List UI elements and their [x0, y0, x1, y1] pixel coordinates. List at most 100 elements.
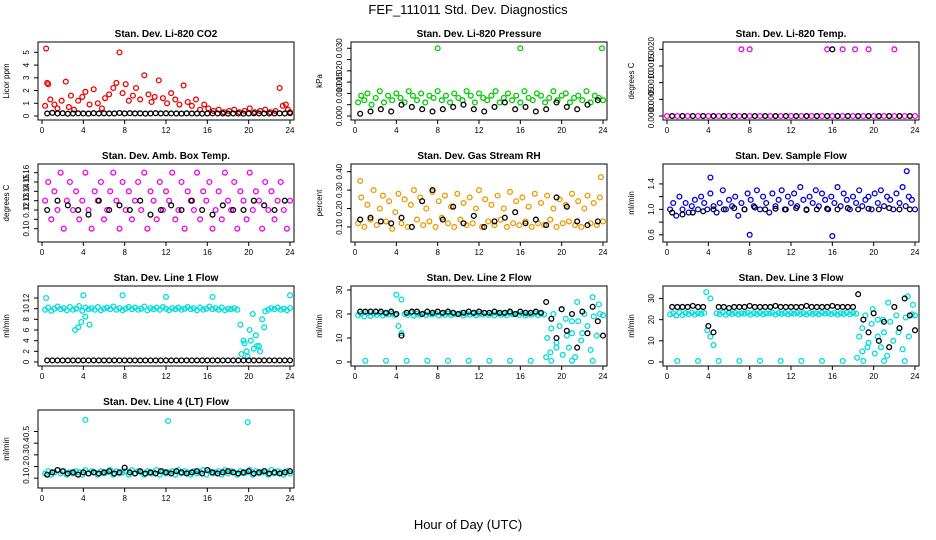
- data-point: [131, 470, 139, 477]
- data-point: [800, 310, 807, 317]
- data-point: [707, 174, 714, 181]
- data-point: [246, 169, 253, 176]
- data-point: [694, 357, 702, 364]
- data-point: [162, 293, 170, 300]
- data-point: [596, 194, 603, 201]
- data-point: [787, 303, 795, 310]
- data-point: [756, 112, 764, 120]
- data-point: [543, 354, 550, 361]
- data-point: [465, 357, 472, 364]
- data-point: [110, 471, 117, 478]
- data-point: [59, 110, 66, 117]
- data-point: [762, 303, 769, 310]
- series-mean: [44, 109, 294, 117]
- data-point: [389, 225, 396, 232]
- data-point: [94, 304, 101, 311]
- data-point: [82, 416, 89, 423]
- data-point: [546, 94, 553, 101]
- data-point: [237, 188, 244, 195]
- data-point: [247, 337, 254, 344]
- data-point: [559, 220, 566, 227]
- data-point: [178, 178, 185, 186]
- data-point: [91, 188, 98, 195]
- data-point: [230, 206, 237, 214]
- x-tick-label: 0: [40, 372, 45, 381]
- data-point: [79, 307, 86, 314]
- data-point: [532, 216, 539, 223]
- data-point: [44, 357, 51, 364]
- data-point: [500, 205, 507, 212]
- data-point: [209, 293, 216, 300]
- data-point: [398, 214, 405, 221]
- x-tick-label: 0: [353, 372, 358, 381]
- data-point: [193, 357, 201, 364]
- data-point: [844, 205, 851, 212]
- data-point: [231, 305, 238, 312]
- data-point: [430, 94, 437, 101]
- data-point: [157, 110, 164, 117]
- data-point: [276, 357, 283, 364]
- data-point: [590, 313, 597, 320]
- data-point: [522, 220, 529, 227]
- data-point: [871, 190, 878, 197]
- x-tick-label: 8: [435, 372, 440, 381]
- data-point: [772, 112, 779, 120]
- data-point: [886, 344, 893, 351]
- data-point: [457, 216, 464, 223]
- data-point: [54, 105, 61, 112]
- data-point: [168, 90, 175, 97]
- data-point: [705, 112, 712, 120]
- data-point: [234, 306, 241, 313]
- data-point: [141, 169, 148, 176]
- data-point: [157, 357, 164, 364]
- data-point: [875, 206, 882, 213]
- data-point: [173, 357, 180, 364]
- series-mean: [669, 204, 913, 218]
- data-point: [725, 304, 733, 312]
- data-point: [131, 110, 139, 117]
- data-point: [162, 110, 170, 117]
- data-point: [685, 209, 692, 216]
- data-point: [151, 93, 158, 100]
- data-point: [252, 188, 259, 195]
- data-point: [286, 197, 294, 204]
- data-point: [475, 187, 483, 194]
- data-point: [450, 203, 457, 210]
- data-point: [746, 302, 753, 309]
- data-point: [808, 112, 815, 120]
- data-point: [240, 357, 247, 364]
- data-point: [854, 354, 861, 361]
- data-point: [719, 187, 726, 194]
- data-point: [110, 84, 117, 92]
- y-tick-label: 0: [647, 359, 656, 364]
- panel-title: Stan. Dev. Line 3 Flow: [739, 273, 844, 284]
- data-point: [398, 330, 405, 337]
- data-point: [694, 303, 702, 310]
- data-point: [141, 471, 148, 478]
- data-point: [527, 357, 534, 364]
- data-point: [376, 205, 383, 212]
- data-point: [219, 202, 226, 209]
- data-point: [448, 203, 455, 210]
- data-point: [886, 205, 893, 212]
- data-point: [44, 110, 51, 117]
- data-point: [840, 310, 847, 317]
- y-tick-label: 0.2: [22, 460, 31, 472]
- data-point: [479, 223, 486, 230]
- series-all: [42, 169, 294, 232]
- series-mean: [357, 298, 607, 351]
- data-point: [516, 222, 523, 229]
- data-point: [183, 110, 190, 117]
- data-point: [439, 106, 446, 113]
- y-tick-label: 0.40: [335, 163, 344, 179]
- data-point: [594, 97, 601, 104]
- data-point: [547, 216, 554, 223]
- data-point: [519, 194, 526, 201]
- x-tick-label: 8: [435, 248, 440, 257]
- data-point: [751, 204, 758, 211]
- data-point: [168, 470, 175, 477]
- data-point: [65, 104, 72, 111]
- data-point: [126, 206, 133, 214]
- data-point: [261, 357, 268, 364]
